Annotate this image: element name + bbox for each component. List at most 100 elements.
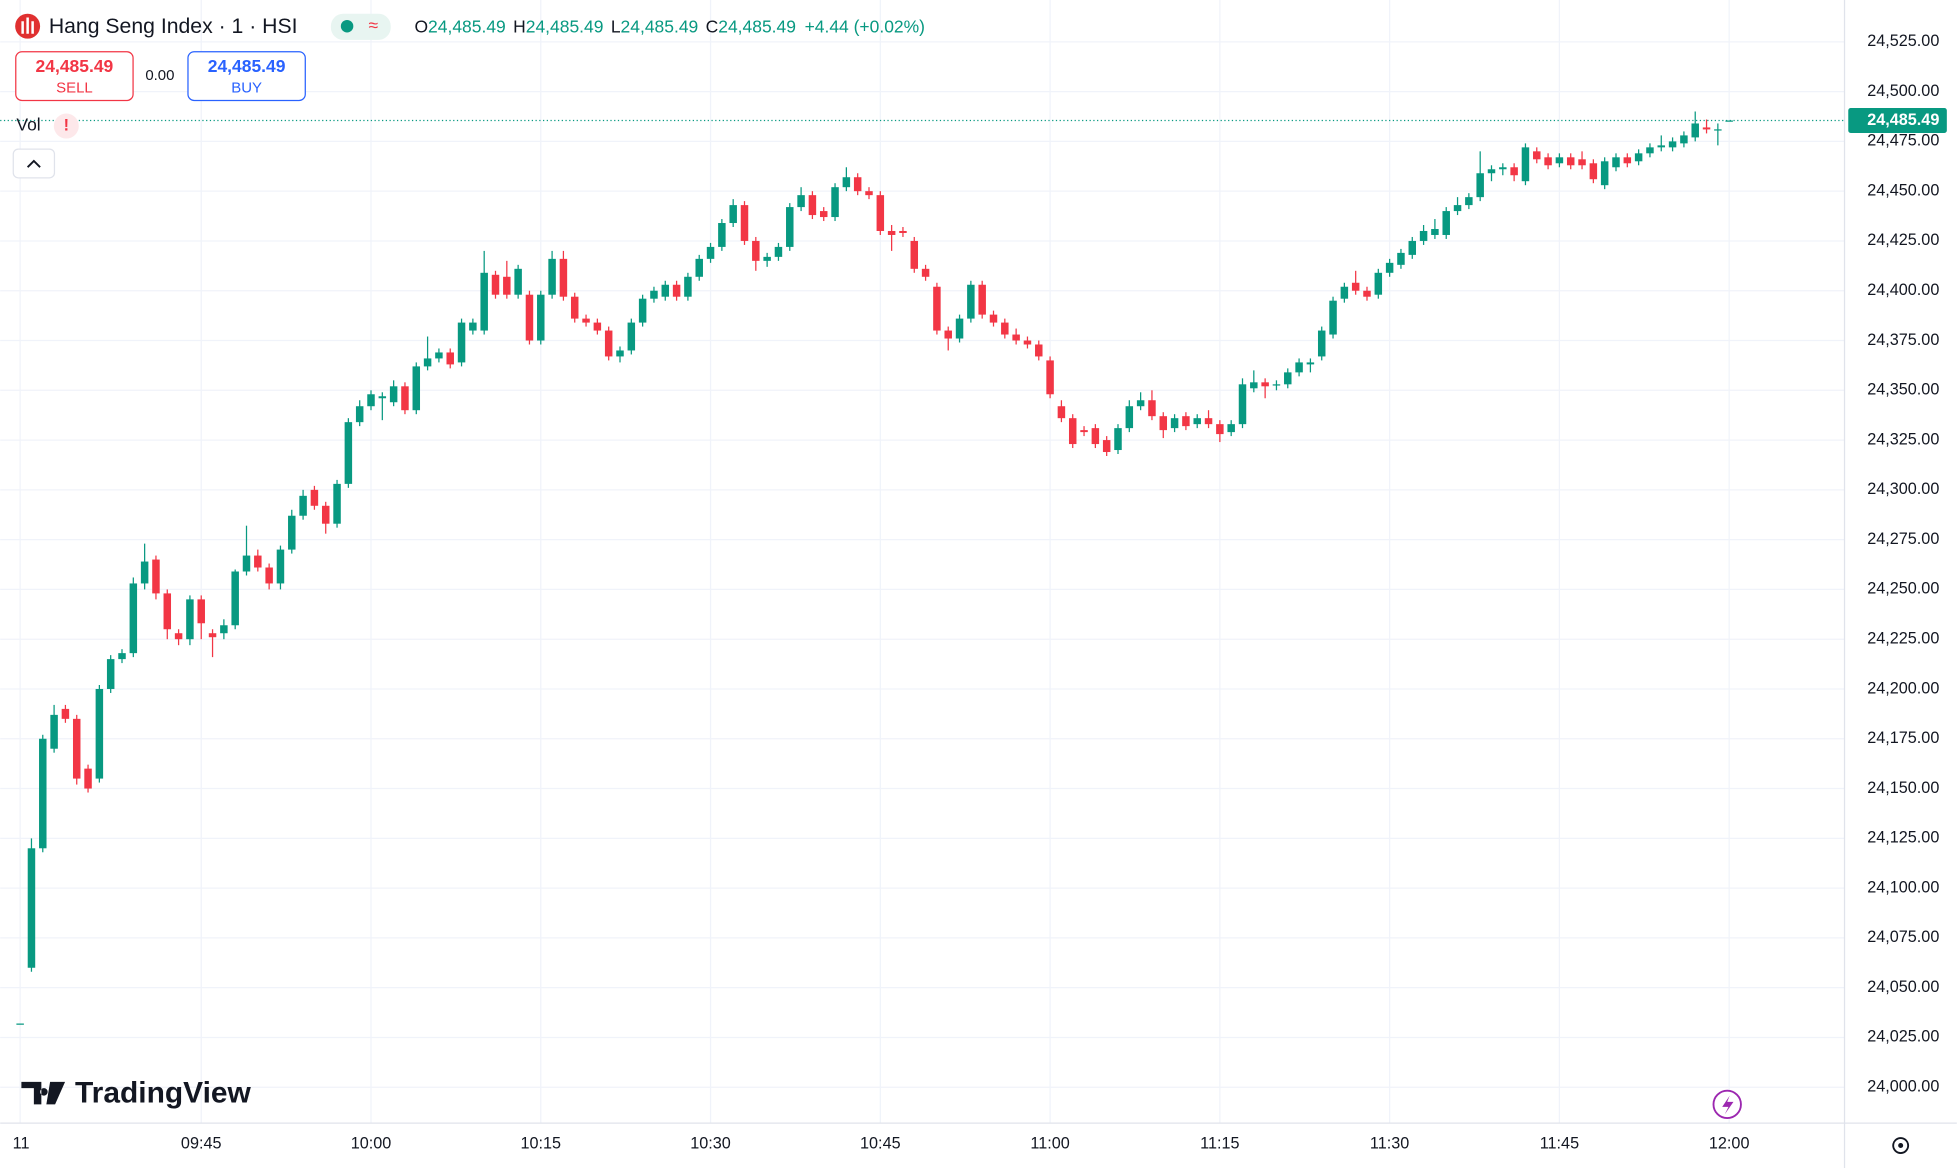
candle-body <box>718 223 726 247</box>
candle-body <box>95 688 104 779</box>
candle-body <box>423 358 432 367</box>
candle-body <box>582 318 590 323</box>
candle-body <box>1680 135 1688 144</box>
ohlc-value: 24,485.49 <box>718 16 796 36</box>
candle-body <box>1193 418 1201 425</box>
candle-body <box>1578 159 1586 166</box>
sell-button[interactable] <box>15 51 134 102</box>
symbol-icon-glyph <box>21 17 34 34</box>
candle-body <box>763 256 771 261</box>
y-tick-label: 24,475.00 <box>1867 132 1939 150</box>
candle-body <box>344 422 353 484</box>
candle-body <box>1589 163 1598 180</box>
candle-body <box>503 276 511 295</box>
volume-warning[interactable] <box>53 113 79 139</box>
collapse-chevron <box>26 159 41 168</box>
y-tick-label: 24,175.00 <box>1867 729 1939 747</box>
candle-body <box>899 230 907 233</box>
collapse-button[interactable] <box>12 148 56 179</box>
candle-body <box>1216 424 1224 435</box>
candle-body <box>1080 430 1088 433</box>
candle-body <box>1521 147 1530 182</box>
candle-body <box>1702 127 1711 130</box>
candle-body <box>989 314 998 323</box>
buy-button[interactable] <box>187 51 306 102</box>
y-tick-label: 24,450.00 <box>1867 181 1939 199</box>
candle-body <box>876 195 885 231</box>
candle-body <box>921 268 930 277</box>
lightning-icon <box>1722 1095 1734 1115</box>
candle-body <box>1035 344 1043 357</box>
candle-body <box>1385 262 1394 273</box>
candle-body <box>967 284 975 319</box>
candle-body <box>378 396 387 399</box>
status-pill[interactable] <box>330 13 391 40</box>
candle-body <box>525 294 534 341</box>
candle-body <box>1068 418 1077 445</box>
candle-body <box>321 505 330 524</box>
candle-body <box>559 258 568 297</box>
y-tick-label: 24,200.00 <box>1867 679 1939 697</box>
candle-body <box>1057 406 1066 419</box>
candle-body <box>355 406 364 423</box>
candle-body <box>1363 290 1371 297</box>
candle-body <box>887 230 896 235</box>
candle-body <box>491 274 500 295</box>
candle-body <box>1408 240 1417 255</box>
candle-body <box>548 258 556 295</box>
grid <box>0 0 1845 1124</box>
candle-body <box>446 352 454 365</box>
candle-body <box>1046 360 1054 395</box>
logo-text: TradingView <box>75 1076 252 1109</box>
x-tick-label: 11 <box>13 1135 30 1153</box>
candle-body <box>299 495 307 516</box>
x-tick-label: 11:00 <box>1030 1135 1069 1153</box>
candle-body <box>1182 416 1190 427</box>
candle-body <box>1159 416 1168 431</box>
candle-body <box>389 386 398 403</box>
candle-body <box>1250 382 1258 389</box>
candle-body <box>288 515 296 550</box>
candle-body <box>1668 141 1677 148</box>
candle-body <box>72 718 81 779</box>
candle-body <box>1340 286 1349 299</box>
candle-body <box>118 653 126 660</box>
candle-body <box>695 258 703 277</box>
candle-body <box>1555 157 1564 164</box>
candle-body <box>1136 400 1145 407</box>
candle-body <box>638 298 647 323</box>
y-tick-label: 24,325.00 <box>1867 430 1939 448</box>
volume-label[interactable]: Vol <box>16 115 40 135</box>
candle-body <box>16 1023 24 1025</box>
candle-body <box>1204 418 1213 425</box>
candle-body <box>1691 123 1699 138</box>
x-tick-label: 11:15 <box>1200 1135 1239 1153</box>
candle-body <box>333 483 341 524</box>
candle-body <box>1431 228 1439 235</box>
candles <box>16 111 1733 1025</box>
candle-body <box>412 366 421 411</box>
candle-body <box>401 386 409 411</box>
candle-body <box>140 561 149 584</box>
candle-body <box>978 284 986 315</box>
change: +4.44 (+0.02%) <box>805 16 925 36</box>
x-tick-label: 12:00 <box>1709 1135 1750 1153</box>
candle-body <box>129 583 138 654</box>
buy-price: 24,485.49 <box>208 56 286 76</box>
volume-warning-icon: ! <box>64 116 69 134</box>
symbol-title[interactable]: Hang Seng Index · 1 · HSI <box>49 15 298 38</box>
candle-body <box>1499 167 1507 170</box>
candle-body <box>367 394 375 407</box>
candle-body <box>1012 334 1020 341</box>
candle-body <box>457 322 466 363</box>
settings-button[interactable] <box>1892 1137 1910 1154</box>
candle-body <box>808 195 817 216</box>
candle-body <box>1317 330 1326 357</box>
candle-body <box>1397 252 1405 265</box>
ohlc-key: H <box>513 16 526 36</box>
market-open-dot <box>340 19 354 33</box>
candle-body <box>1125 406 1134 429</box>
candle-body <box>819 211 828 218</box>
candle-body <box>39 738 47 849</box>
